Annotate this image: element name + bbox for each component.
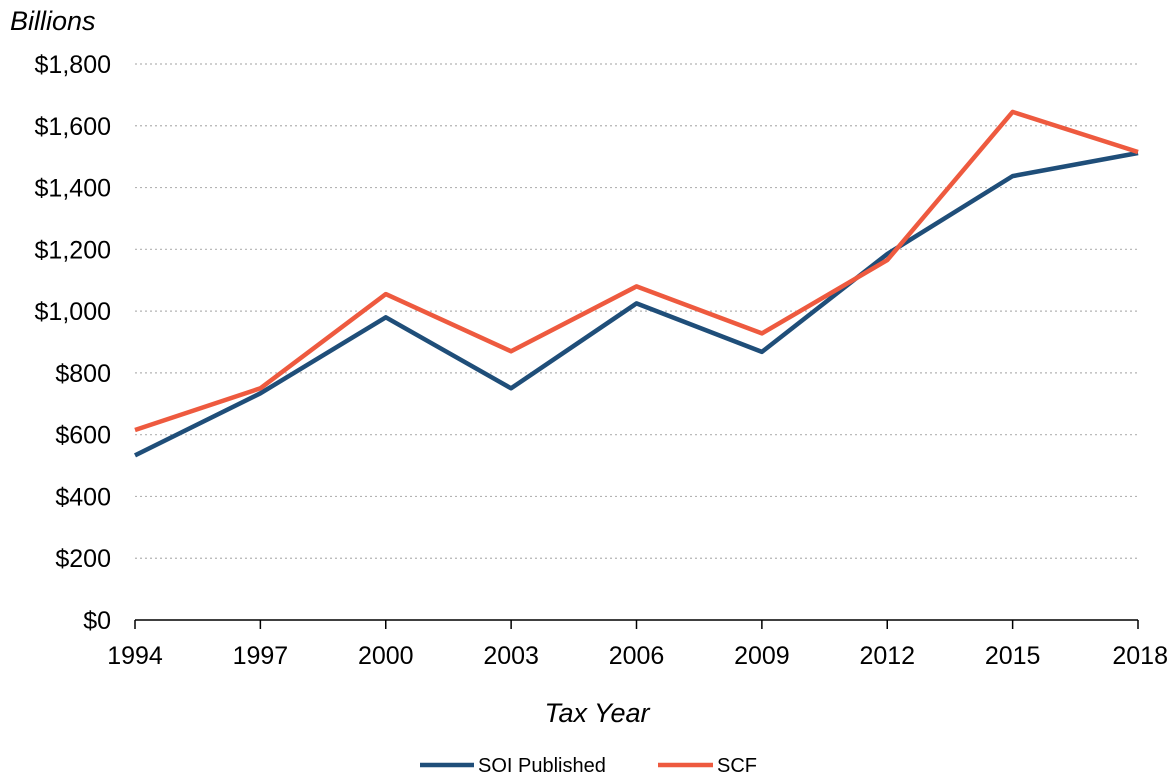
legend-label-soi-published: SOI Published — [478, 755, 606, 777]
y-tick-label: $1,600 — [35, 113, 111, 141]
y-tick-label: $200 — [55, 545, 111, 573]
y-tick-label: $1,000 — [35, 298, 111, 326]
y-tick-label: $0 — [83, 607, 111, 635]
x-tick-label: 2009 — [734, 642, 790, 670]
x-axis-ticks — [134, 620, 1139, 629]
y-axis-tick-labels: $0 $200 $400 $600 $800 $1,000 $1,200 $1,400 $1,6… — [35, 51, 111, 635]
series-lines — [134, 109, 1139, 458]
legend: SOI Published SCF — [420, 755, 757, 777]
y-tick-label: $1,400 — [35, 175, 111, 203]
x-axis-tick-labels: 1994 1997 2000 2003 2006 2009 2012 2015 2018 — [107, 642, 1168, 670]
x-tick-label: 2000 — [358, 642, 414, 670]
x-tick-label: 1997 — [233, 642, 289, 670]
x-tick-label: 2015 — [985, 642, 1041, 670]
unit-label: Billions — [10, 6, 96, 36]
x-tick-label: 1994 — [107, 642, 163, 670]
series-line-scf — [134, 109, 1139, 433]
grid-lines — [135, 63, 1138, 559]
x-tick-label: 2018 — [1112, 642, 1168, 670]
x-tick-label: 2006 — [609, 642, 665, 670]
x-tick-label: 2012 — [859, 642, 915, 670]
legend-label-scf: SCF — [717, 755, 757, 777]
y-tick-label: $600 — [55, 422, 111, 450]
y-tick-label: $1,800 — [35, 51, 111, 79]
y-tick-label: $1,200 — [35, 236, 111, 264]
series-line-soi-published — [134, 150, 1139, 458]
y-tick-label: $800 — [55, 360, 111, 388]
x-tick-label: 2003 — [483, 642, 539, 670]
x-axis-title: Tax Year — [544, 698, 650, 728]
y-tick-label: $400 — [55, 483, 111, 511]
